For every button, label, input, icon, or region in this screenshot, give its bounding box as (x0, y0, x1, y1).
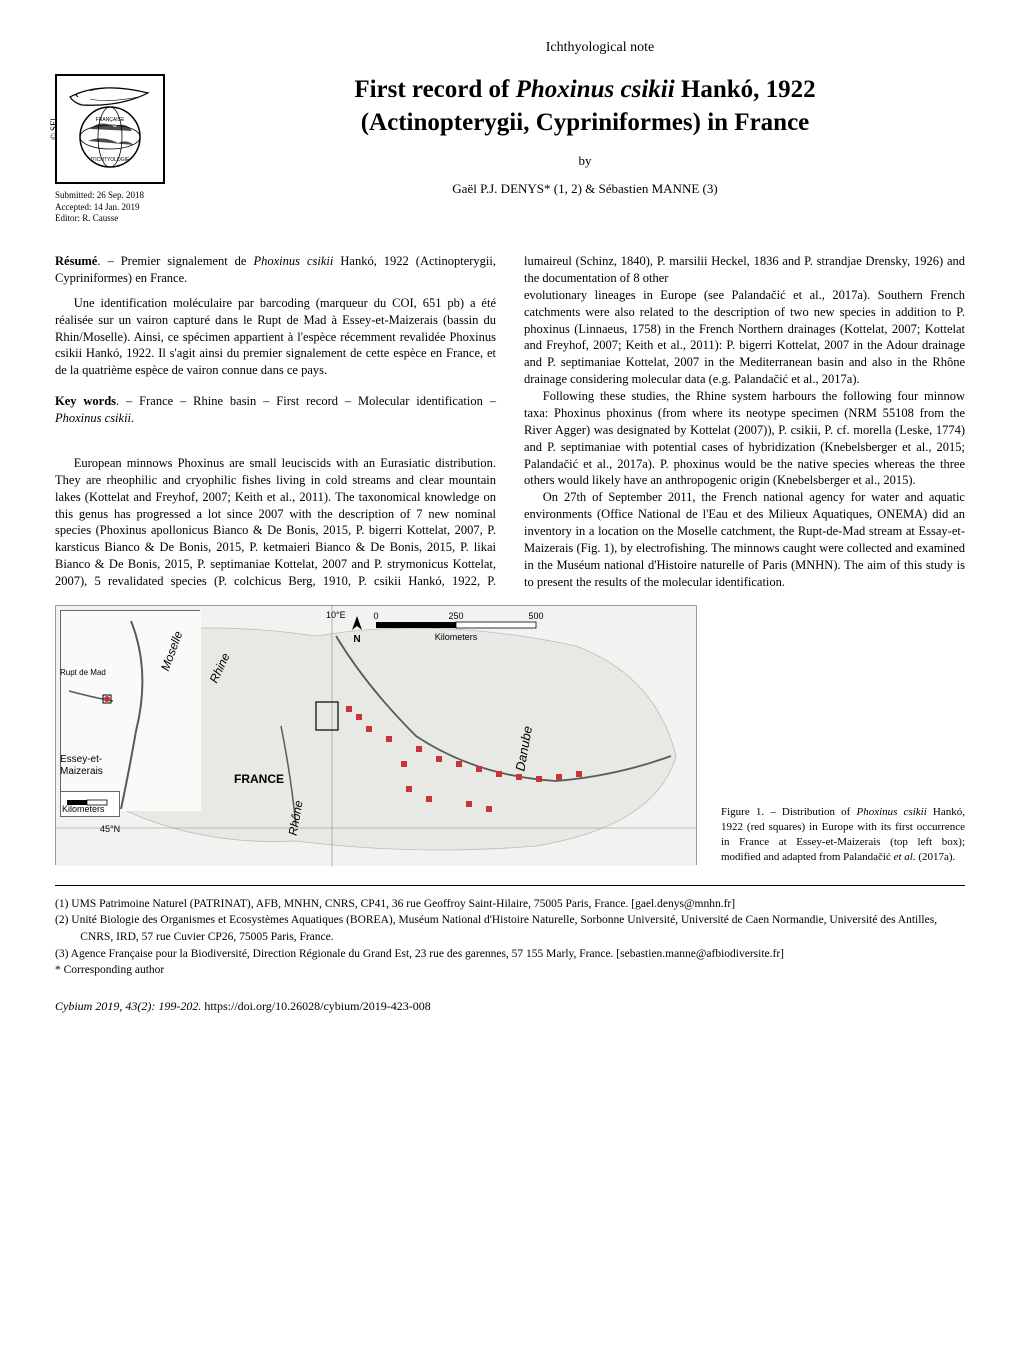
keywords-label: Key words (55, 394, 116, 408)
title-line-2: (Actinopterygii, Cypriniformes) in Franc… (361, 109, 810, 136)
svg-text:N: N (353, 634, 360, 645)
paragraph-3: Following these studies, the Rhine syste… (524, 388, 965, 489)
svg-text:250: 250 (448, 611, 463, 621)
svg-text:D'ICHTYOLOGIE: D'ICHTYOLOGIE (91, 157, 130, 163)
svg-text:FRANÇAISE: FRANÇAISE (96, 117, 125, 123)
keywords-body: . – France – Rhine basin – First record … (55, 394, 496, 425)
svg-text:0: 0 (373, 611, 378, 621)
label-rupt: Rupt de Mad (60, 668, 106, 677)
paragraph-4: On 27th of September 2011, the French na… (524, 489, 965, 590)
by-label: by (205, 153, 965, 169)
citation-journal: Cybium 2019, 43(2): 199-202. (55, 999, 201, 1013)
footnote-3: (3) Agence Française pour la Biodiversit… (55, 946, 965, 963)
figure-1-caption: Figure 1. – Distribution of Phoxinus csi… (721, 805, 965, 864)
editor-name: Editor: R. Causse (55, 213, 205, 225)
citation: Cybium 2019, 43(2): 199-202. https://doi… (55, 999, 965, 1014)
svg-text:500: 500 (528, 611, 543, 621)
header-row: FRANÇAISE D'ICHTYOLOGIE © SFI Submitted:… (55, 74, 965, 225)
paragraph-2: evolutionary lineages in Europe (see Pal… (524, 287, 965, 388)
authors: Gaël P.J. DENYS* (1, 2) & Sébastien MANN… (205, 181, 965, 197)
logo-column: FRANÇAISE D'ICHTYOLOGIE © SFI Submitted:… (55, 74, 205, 225)
resume-label: Résumé (55, 254, 97, 268)
label-essey2: Maizerais (60, 766, 103, 777)
footnote-1: (1) UMS Patrimoine Naturel (PATRINAT), A… (55, 896, 965, 913)
logo-copyright: © SFI (49, 118, 59, 140)
sfi-logo: FRANÇAISE D'ICHTYOLOGIE © SFI (55, 74, 165, 184)
keywords: Key words. – France – Rhine basin – Firs… (55, 393, 496, 427)
submitted-date: Submitted: 26 Sep. 2018 (55, 190, 205, 202)
resume-species: Phoxinus csikii (253, 254, 333, 268)
fish-globe-icon: FRANÇAISE D'ICHTYOLOGIE (60, 79, 160, 179)
figure-row: 0 250 500 Kilometers N (55, 605, 965, 865)
body-columns: Résumé. – Premier signalement de Phoxinu… (55, 253, 965, 591)
accepted-date: Accepted: 14 Jan. 2019 (55, 202, 205, 214)
resume-head: Résumé. – Premier signalement de Phoxinu… (55, 253, 496, 287)
footnote-2: (2) Unité Biologie des Organismes et Eco… (55, 912, 965, 945)
submission-meta: Submitted: 26 Sep. 2018 Accepted: 14 Jan… (55, 190, 205, 225)
title-line-1: First record of Phoxinus csikii Hankó, 1… (354, 76, 815, 103)
footnotes: (1) UMS Patrimoine Naturel (PATRINAT), A… (55, 885, 965, 979)
footnote-4: * Corresponding author (55, 962, 965, 979)
resume-head-text: . – Premier signalement de (97, 254, 253, 268)
resume-body: Une identification moléculaire par barco… (55, 295, 496, 379)
figure-1-map: 0 250 500 Kilometers N (55, 605, 697, 865)
label-essey1: Essey-et- (60, 754, 102, 765)
note-type: Ichthyological note (235, 40, 965, 56)
citation-doi: https://doi.org/10.26028/cybium/2019-423… (201, 999, 430, 1013)
title-column: First record of Phoxinus csikii Hankó, 1… (205, 74, 965, 197)
label-45n: 45°N (100, 824, 120, 834)
label-france: FRANCE (234, 772, 284, 786)
svg-text:Kilometers: Kilometers (435, 632, 478, 642)
label-km: Kilometers (62, 804, 105, 814)
article-title: First record of Phoxinus csikii Hankó, 1… (205, 74, 965, 139)
label-10e: 10°E (326, 610, 346, 620)
